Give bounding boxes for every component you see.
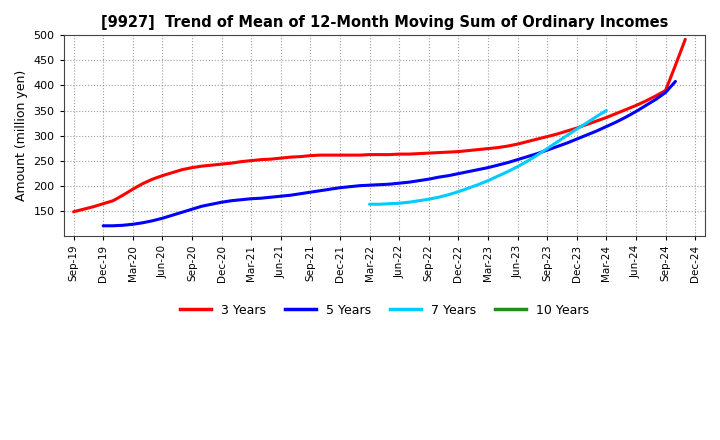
Title: [9927]  Trend of Mean of 12-Month Moving Sum of Ordinary Incomes: [9927] Trend of Mean of 12-Month Moving … bbox=[101, 15, 668, 30]
Legend: 3 Years, 5 Years, 7 Years, 10 Years: 3 Years, 5 Years, 7 Years, 10 Years bbox=[175, 299, 594, 322]
Y-axis label: Amount (million yen): Amount (million yen) bbox=[15, 70, 28, 201]
